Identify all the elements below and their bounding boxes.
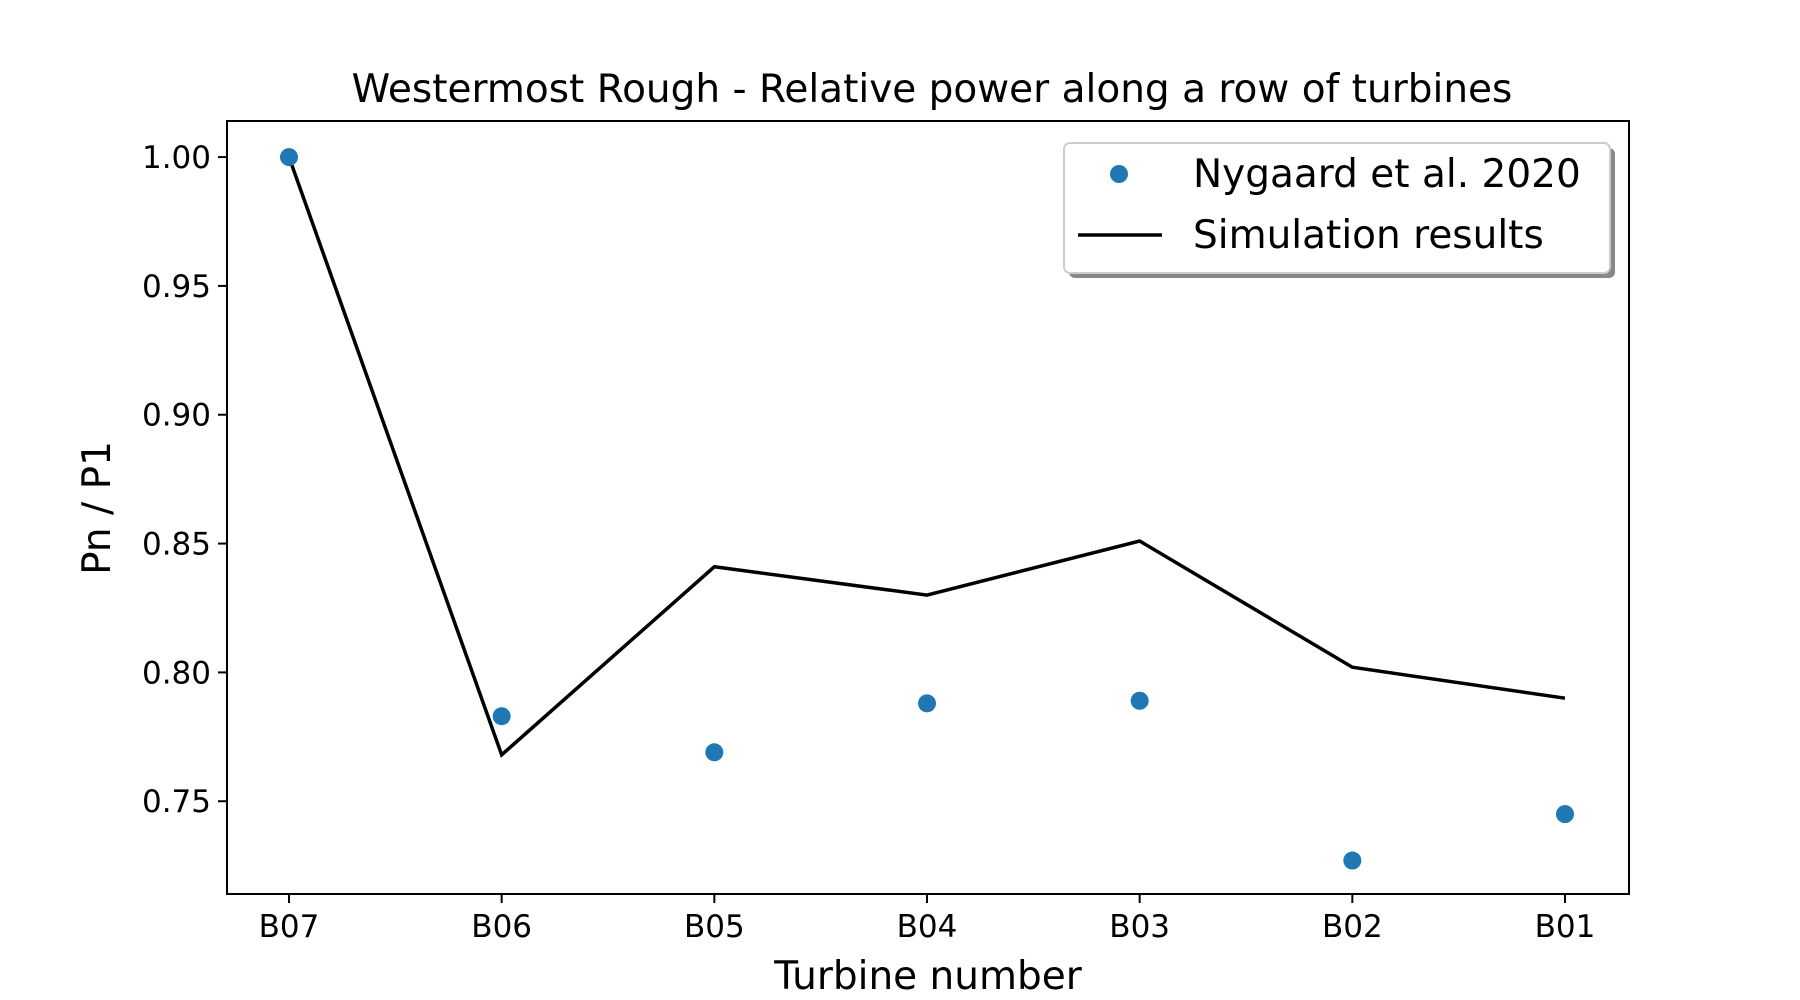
y-axis-label: Pn / P1 — [75, 441, 120, 575]
y-axis: 0.75 0.80 0.85 0.90 0.95 1.00 — [142, 140, 227, 820]
data-point-nygaard-B02 — [1343, 851, 1362, 870]
y-tick-label-0.80: 0.80 — [142, 655, 211, 691]
x-tick-label-B04: B04 — [897, 909, 958, 945]
plot-area: 0.75 0.80 0.85 0.90 0.95 1.00 B07 B06 B05 B04 B03… — [142, 120, 1630, 945]
x-tick-label-B01: B01 — [1535, 909, 1596, 945]
x-tick-label-B05: B05 — [684, 909, 745, 945]
legend-label-simulation: Simulation results — [1193, 213, 1544, 258]
series-line-simulation — [287, 156, 1566, 758]
series-layer — [280, 148, 1574, 870]
y-tick-label-0.95: 0.95 — [142, 269, 211, 305]
legend-marker-nygaard — [1110, 165, 1128, 183]
data-point-nygaard-B07 — [280, 148, 298, 167]
x-tick-label-B02: B02 — [1322, 909, 1383, 945]
data-point-nygaard-B05 — [705, 743, 724, 762]
y-tick-label-1.00: 1.00 — [142, 140, 211, 176]
legend-label-nygaard: Nygaard et al. 2020 — [1193, 152, 1581, 197]
x-tick-label-B06: B06 — [471, 909, 532, 945]
legend-box — [1063, 142, 1611, 274]
data-point-nygaard-B06 — [492, 707, 511, 726]
legend: Nygaard et al. 2020 Simulation results — [1063, 142, 1615, 278]
data-point-nygaard-B04 — [918, 694, 936, 713]
x-tick-label-B03: B03 — [1109, 909, 1170, 945]
data-point-nygaard-B01 — [1556, 805, 1574, 824]
y-tick-label-0.85: 0.85 — [142, 527, 211, 563]
y-tick-label-0.90: 0.90 — [142, 398, 211, 434]
x-tick-label-B07: B07 — [259, 909, 320, 945]
y-tick-label-0.75: 0.75 — [142, 784, 211, 820]
data-point-nygaard-B03 — [1130, 691, 1149, 710]
chart-title: Westermost Rough - Relative power along … — [352, 67, 1513, 112]
x-axis-label: Turbine number — [773, 954, 1083, 999]
x-axis: B07 B06 B05 B04 B03 B02 B01 — [259, 894, 1596, 945]
